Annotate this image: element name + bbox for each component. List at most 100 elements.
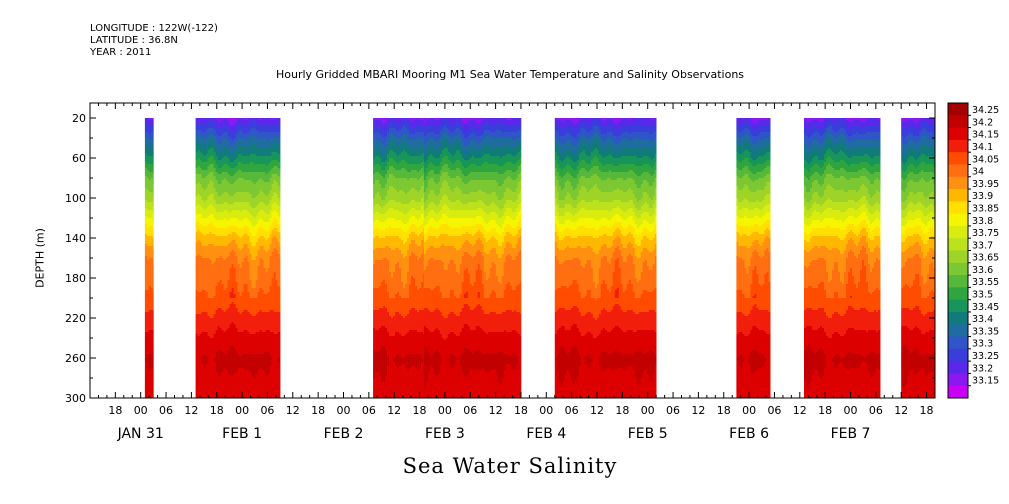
colorbar-swatch xyxy=(948,238,968,251)
colorbar-swatch xyxy=(948,128,968,141)
x-tick-label: 18 xyxy=(413,404,427,417)
colorbar-swatch xyxy=(948,263,968,276)
y-tick-label: 180 xyxy=(65,272,86,285)
x-tick-label: 06 xyxy=(767,404,781,417)
x-tick-label: 18 xyxy=(717,404,731,417)
x-tick-label: 00 xyxy=(235,404,249,417)
colorbar-label: 33.7 xyxy=(972,240,993,251)
x-tick-label: 06 xyxy=(666,404,680,417)
colorbar-swatch xyxy=(948,324,968,337)
x-day-label: FEB 4 xyxy=(526,426,566,442)
colorbar-label: 33.45 xyxy=(972,302,999,313)
x-tick-label: 18 xyxy=(514,404,528,417)
data-segment xyxy=(555,118,657,398)
x-tick-label: 00 xyxy=(641,404,655,417)
colorbar-swatch xyxy=(948,201,968,214)
colorbar-label: 33.85 xyxy=(972,203,999,214)
x-tick-label: 12 xyxy=(286,404,300,417)
colorbar-label: 33.2 xyxy=(972,363,993,374)
colorbar-swatch xyxy=(948,275,968,288)
colorbar-label: 33.8 xyxy=(972,216,993,227)
colorbar-swatch xyxy=(948,312,968,325)
plot-title: Hourly Gridded MBARI Mooring M1 Sea Wate… xyxy=(90,68,930,81)
colorbar-label: 33.25 xyxy=(972,351,999,362)
y-tick-label: 260 xyxy=(65,352,86,365)
x-tick-label: 18 xyxy=(818,404,832,417)
colorbar-swatch xyxy=(948,164,968,177)
x-tick-label: 00 xyxy=(438,404,452,417)
data-segment xyxy=(804,118,880,398)
x-tick-label: 12 xyxy=(387,404,401,417)
x-tick-label: 00 xyxy=(539,404,553,417)
colorbar-label: 33.95 xyxy=(972,179,999,190)
x-tick-label: 18 xyxy=(311,404,325,417)
colorbar-label: 34.15 xyxy=(972,130,999,141)
data-segment xyxy=(736,118,770,398)
x-tick-label: 12 xyxy=(691,404,705,417)
x-day-label: FEB 5 xyxy=(628,426,668,442)
year-label: YEAR : 2011 xyxy=(90,47,151,59)
x-day-label: FEB 1 xyxy=(222,426,262,442)
longitude-label: LONGITUDE : 122W(-122) xyxy=(90,23,218,35)
colorbar-swatch xyxy=(948,152,968,165)
x-tick-label: 18 xyxy=(210,404,224,417)
x-tick-label: 18 xyxy=(108,404,122,417)
colorbar-swatch xyxy=(948,337,968,350)
x-tick-label: 12 xyxy=(590,404,604,417)
y-tick-label: 60 xyxy=(72,152,86,165)
colorbar-label: 33.75 xyxy=(972,228,999,239)
y-axis-label: DEPTH (m) xyxy=(34,228,47,288)
colorbar-swatch xyxy=(948,189,968,202)
x-tick-label: 06 xyxy=(869,404,883,417)
variable-title: Sea Water Salinity xyxy=(90,454,930,478)
colorbar-swatch xyxy=(948,373,968,386)
colorbar-swatch xyxy=(948,251,968,264)
colorbar-label: 33.55 xyxy=(972,277,999,288)
colorbar-label: 33.5 xyxy=(972,290,993,301)
colorbar-swatch xyxy=(948,226,968,239)
colorbar-label: 34.05 xyxy=(972,154,999,165)
x-tick-label: 06 xyxy=(260,404,274,417)
colorbar-swatch xyxy=(948,103,968,116)
x-tick-label: 00 xyxy=(337,404,351,417)
x-day-label: FEB 2 xyxy=(324,426,364,442)
x-tick-label: 06 xyxy=(362,404,376,417)
colorbar-label: 33.9 xyxy=(972,191,993,202)
x-day-label: JAN 31 xyxy=(117,426,164,442)
colorbar-label: 34 xyxy=(972,167,984,178)
colorbar-label: 33.15 xyxy=(972,376,999,387)
colorbar-label: 33.4 xyxy=(972,314,993,325)
x-day-label: FEB 6 xyxy=(729,426,769,442)
data-segment xyxy=(145,118,154,398)
x-day-label: FEB 3 xyxy=(425,426,465,442)
colorbar-swatch xyxy=(948,361,968,374)
x-tick-label: 06 xyxy=(565,404,579,417)
y-tick-label: 140 xyxy=(65,232,86,245)
data-segment xyxy=(901,118,935,398)
colorbar-swatch xyxy=(948,214,968,227)
data-segment xyxy=(373,118,428,398)
colorbar-label: 33.3 xyxy=(972,339,993,350)
x-tick-label: 18 xyxy=(920,404,934,417)
colorbar-swatch xyxy=(948,386,968,399)
colorbar-label: 34.1 xyxy=(972,142,993,153)
x-tick-label: 12 xyxy=(793,404,807,417)
x-tick-label: 12 xyxy=(489,404,503,417)
x-tick-label: 18 xyxy=(615,404,629,417)
y-tick-label: 20 xyxy=(72,112,86,125)
colorbar-label: 34.25 xyxy=(972,105,999,116)
data-segment xyxy=(424,118,521,398)
data-segment xyxy=(196,118,281,398)
x-tick-label: 12 xyxy=(184,404,198,417)
y-tick-label: 300 xyxy=(65,392,86,405)
colorbar-swatch xyxy=(948,300,968,313)
colorbar-label: 33.35 xyxy=(972,326,999,337)
x-tick-label: 00 xyxy=(134,404,148,417)
colorbar-label: 34.2 xyxy=(972,117,993,128)
x-tick-label: 00 xyxy=(742,404,756,417)
colorbar-swatch xyxy=(948,115,968,128)
colorbar-label: 33.65 xyxy=(972,253,999,264)
x-day-label: FEB 7 xyxy=(831,426,871,442)
x-tick-label: 12 xyxy=(894,404,908,417)
y-tick-label: 220 xyxy=(65,312,86,325)
